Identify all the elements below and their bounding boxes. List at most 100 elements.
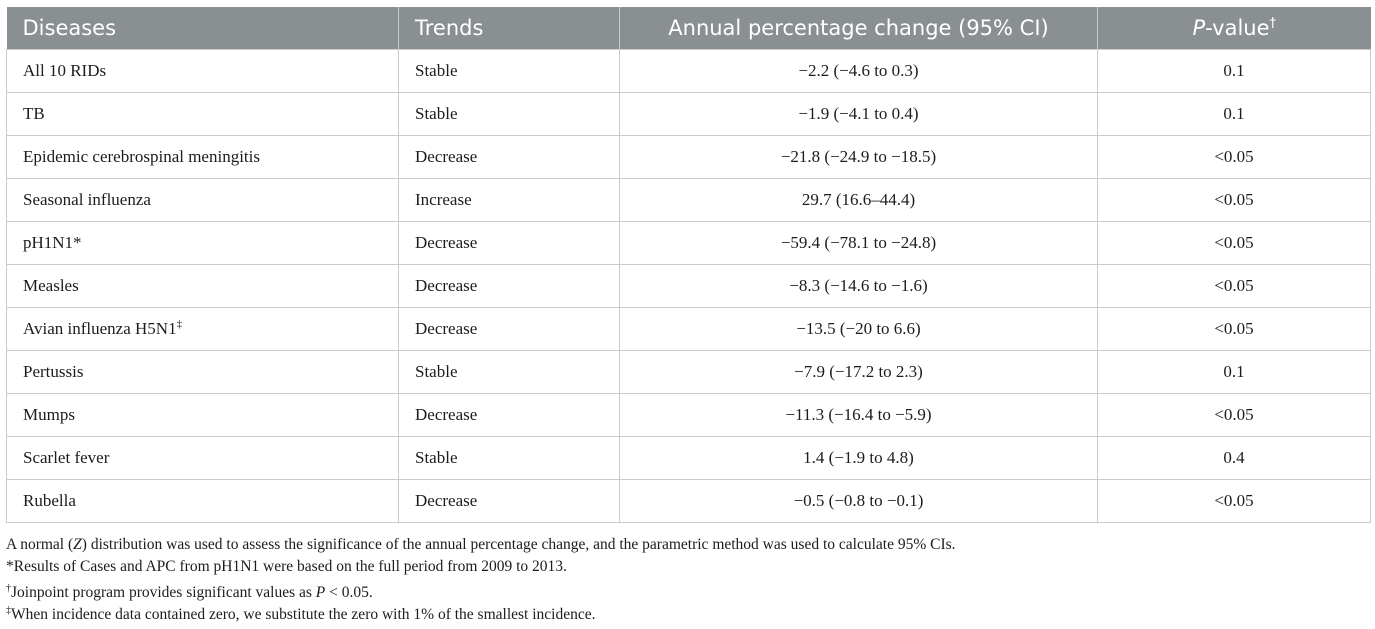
disease-cell-text: Avian influenza H5N1 [23, 319, 177, 338]
p-value-cell-text: <0.05 [1214, 189, 1254, 209]
trend-cell-text: Decrease [415, 232, 478, 252]
disease-cell-text: All 10 RIDs [23, 60, 107, 80]
trend-cell-text: Decrease [415, 404, 478, 424]
table-row: Seasonal influenza Increase 29.7 (16.6–44.… [6, 177, 1371, 222]
disease-cell-text: Pertussis [23, 361, 84, 381]
p-value-cell: 0.4 [1097, 435, 1371, 480]
header-p-value: P-value† [1097, 7, 1371, 49]
apc-cell-text: −11.3 (−16.4 to −5.9) [785, 404, 932, 424]
header-row: Diseases Trends Annual percentage change… [6, 7, 1371, 49]
disease-cell: Mumps [6, 392, 399, 437]
apc-cell: −2.2 (−4.6 to 0.3) [619, 48, 1098, 93]
trend-cell: Decrease [398, 478, 620, 523]
disease-cell-text: Measles [23, 275, 79, 295]
header-p-suffix: -value [1205, 15, 1270, 40]
table-row: Scarlet fever Stable 1.4 (−1.9 to 4.8) 0.4 [6, 435, 1371, 480]
trend-cell-text: Decrease [415, 275, 478, 295]
footnote-4-mark: ‡ [6, 605, 11, 616]
header-p-letter: P [1192, 15, 1206, 40]
table-row: Measles Decrease −8.3 (−14.6 to −1.6) <0.05 [6, 263, 1371, 308]
disease-cell: Seasonal influenza [6, 177, 399, 222]
trend-cell-text: Stable [415, 447, 458, 467]
trend-cell-text: Stable [415, 60, 458, 80]
disease-cell-text: pH1N1* [23, 232, 82, 252]
table-body: All 10 RIDs Stable −2.2 (−4.6 to 0.3) 0.1 TB… [6, 48, 1371, 523]
apc-cell-text: 1.4 (−1.9 to 4.8) [803, 447, 914, 467]
p-value-cell: <0.05 [1097, 134, 1371, 179]
header-p-mark: † [1269, 15, 1277, 31]
p-value-cell-text: <0.05 [1214, 404, 1254, 424]
apc-cell: −8.3 (−14.6 to −1.6) [619, 263, 1098, 308]
trend-cell: Decrease [398, 263, 620, 308]
trend-cell: Decrease [398, 220, 620, 265]
apc-cell-text: −2.2 (−4.6 to 0.3) [798, 60, 919, 80]
p-value-cell-text: 0.4 [1223, 447, 1245, 467]
disease-cell: pH1N1* [6, 220, 399, 265]
apc-cell-text: −21.8 (−24.9 to −18.5) [780, 146, 937, 166]
footnote-1-text-a: A normal ( [6, 536, 74, 553]
table-row: Mumps Decrease −11.3 (−16.4 to −5.9) <0.05 [6, 392, 1371, 437]
disease-cell: Rubella [6, 478, 399, 523]
disease-cell: Epidemic cerebrospinal meningitis [6, 134, 399, 179]
footnote-3-text-b: < 0.05. [325, 584, 373, 601]
p-value-cell: <0.05 [1097, 306, 1371, 351]
table-row: Rubella Decrease −0.5 (−0.8 to −0.1) <0.05 [6, 478, 1371, 523]
footnote-3-text-a: Joinpoint program provides significant v… [11, 584, 316, 601]
disease-cell: All 10 RIDs [6, 48, 399, 93]
apc-cell-text: −7.9 (−17.2 to 2.3) [794, 361, 923, 381]
footnote-1-z: Z [73, 536, 82, 553]
p-value-cell-text: <0.05 [1214, 490, 1254, 510]
apc-cell: 29.7 (16.6–44.4) [619, 177, 1098, 222]
table-row: All 10 RIDs Stable −2.2 (−4.6 to 0.3) 0.1 [6, 48, 1371, 93]
disease-cell-text: Scarlet fever [23, 447, 110, 467]
p-value-cell: <0.05 [1097, 478, 1371, 523]
footnote-2: *Results of Cases and APC from pH1N1 wer… [6, 558, 567, 575]
apc-cell-text: −59.4 (−78.1 to −24.8) [780, 232, 937, 252]
apc-cell: −0.5 (−0.8 to −0.1) [619, 478, 1098, 523]
trend-cell-text: Increase [415, 189, 472, 209]
apc-cell-text: −0.5 (−0.8 to −0.1) [793, 490, 924, 510]
p-value-cell-text: 0.1 [1223, 60, 1245, 80]
header-trends: Trends [398, 7, 620, 49]
table-header: Diseases Trends Annual percentage change… [6, 7, 1371, 49]
apc-cell: −1.9 (−4.1 to 0.4) [619, 91, 1098, 136]
footnote-3: †Joinpoint program provides significant … [6, 578, 1370, 601]
p-value-cell-text: <0.05 [1214, 232, 1254, 252]
p-value-cell: <0.05 [1097, 392, 1371, 437]
apc-cell: −7.9 (−17.2 to 2.3) [619, 349, 1098, 394]
table-row: Avian influenza H5N1‡ Decrease −13.5 (−20 … [6, 306, 1371, 351]
footnote-4-text: When incidence data contained zero, we s… [11, 606, 596, 623]
apc-cell: 1.4 (−1.9 to 4.8) [619, 435, 1098, 480]
trend-cell: Decrease [398, 392, 620, 437]
table-row: Pertussis Stable −7.9 (−17.2 to 2.3) 0.1 [6, 349, 1371, 394]
footnote-mark: ‡ [176, 318, 183, 330]
trend-cell: Increase [398, 177, 620, 222]
p-value-cell: <0.05 [1097, 177, 1371, 222]
p-value-cell-text: 0.1 [1223, 103, 1245, 123]
p-value-cell-text: 0.1 [1223, 361, 1245, 381]
disease-cell: Measles [6, 263, 399, 308]
apc-cell: −13.5 (−20 to 6.6) [619, 306, 1098, 351]
footnotes: A normal (Z) distribution was used to as… [6, 534, 1370, 623]
apc-cell-text: 29.7 (16.6–44.4) [801, 189, 916, 209]
disease-cell: TB [6, 91, 399, 136]
disease-cell: Pertussis [6, 349, 399, 394]
apc-cell: −21.8 (−24.9 to −18.5) [619, 134, 1098, 179]
apc-cell: −11.3 (−16.4 to −5.9) [619, 392, 1098, 437]
footnote-4: ‡When incidence data contained zero, we … [6, 600, 1370, 623]
apc-cell: −59.4 (−78.1 to −24.8) [619, 220, 1098, 265]
p-value-cell: 0.1 [1097, 48, 1371, 93]
header-diseases: Diseases [6, 7, 399, 49]
trend-cell: Stable [398, 48, 620, 93]
disease-cell-text: Rubella [23, 490, 76, 510]
results-table: Diseases Trends Annual percentage change… [6, 7, 1371, 523]
trend-cell: Decrease [398, 134, 620, 179]
p-value-cell: 0.1 [1097, 349, 1371, 394]
p-value-cell: <0.05 [1097, 220, 1371, 265]
disease-cell-text: Mumps [23, 404, 75, 424]
apc-cell-text: −13.5 (−20 to 6.6) [796, 318, 921, 338]
disease-cell-text: Epidemic cerebrospinal meningitis [23, 146, 260, 166]
trend-cell: Stable [398, 349, 620, 394]
footnote-3-p: P [315, 584, 326, 601]
table-row: TB Stable −1.9 (−4.1 to 0.4) 0.1 [6, 91, 1371, 136]
